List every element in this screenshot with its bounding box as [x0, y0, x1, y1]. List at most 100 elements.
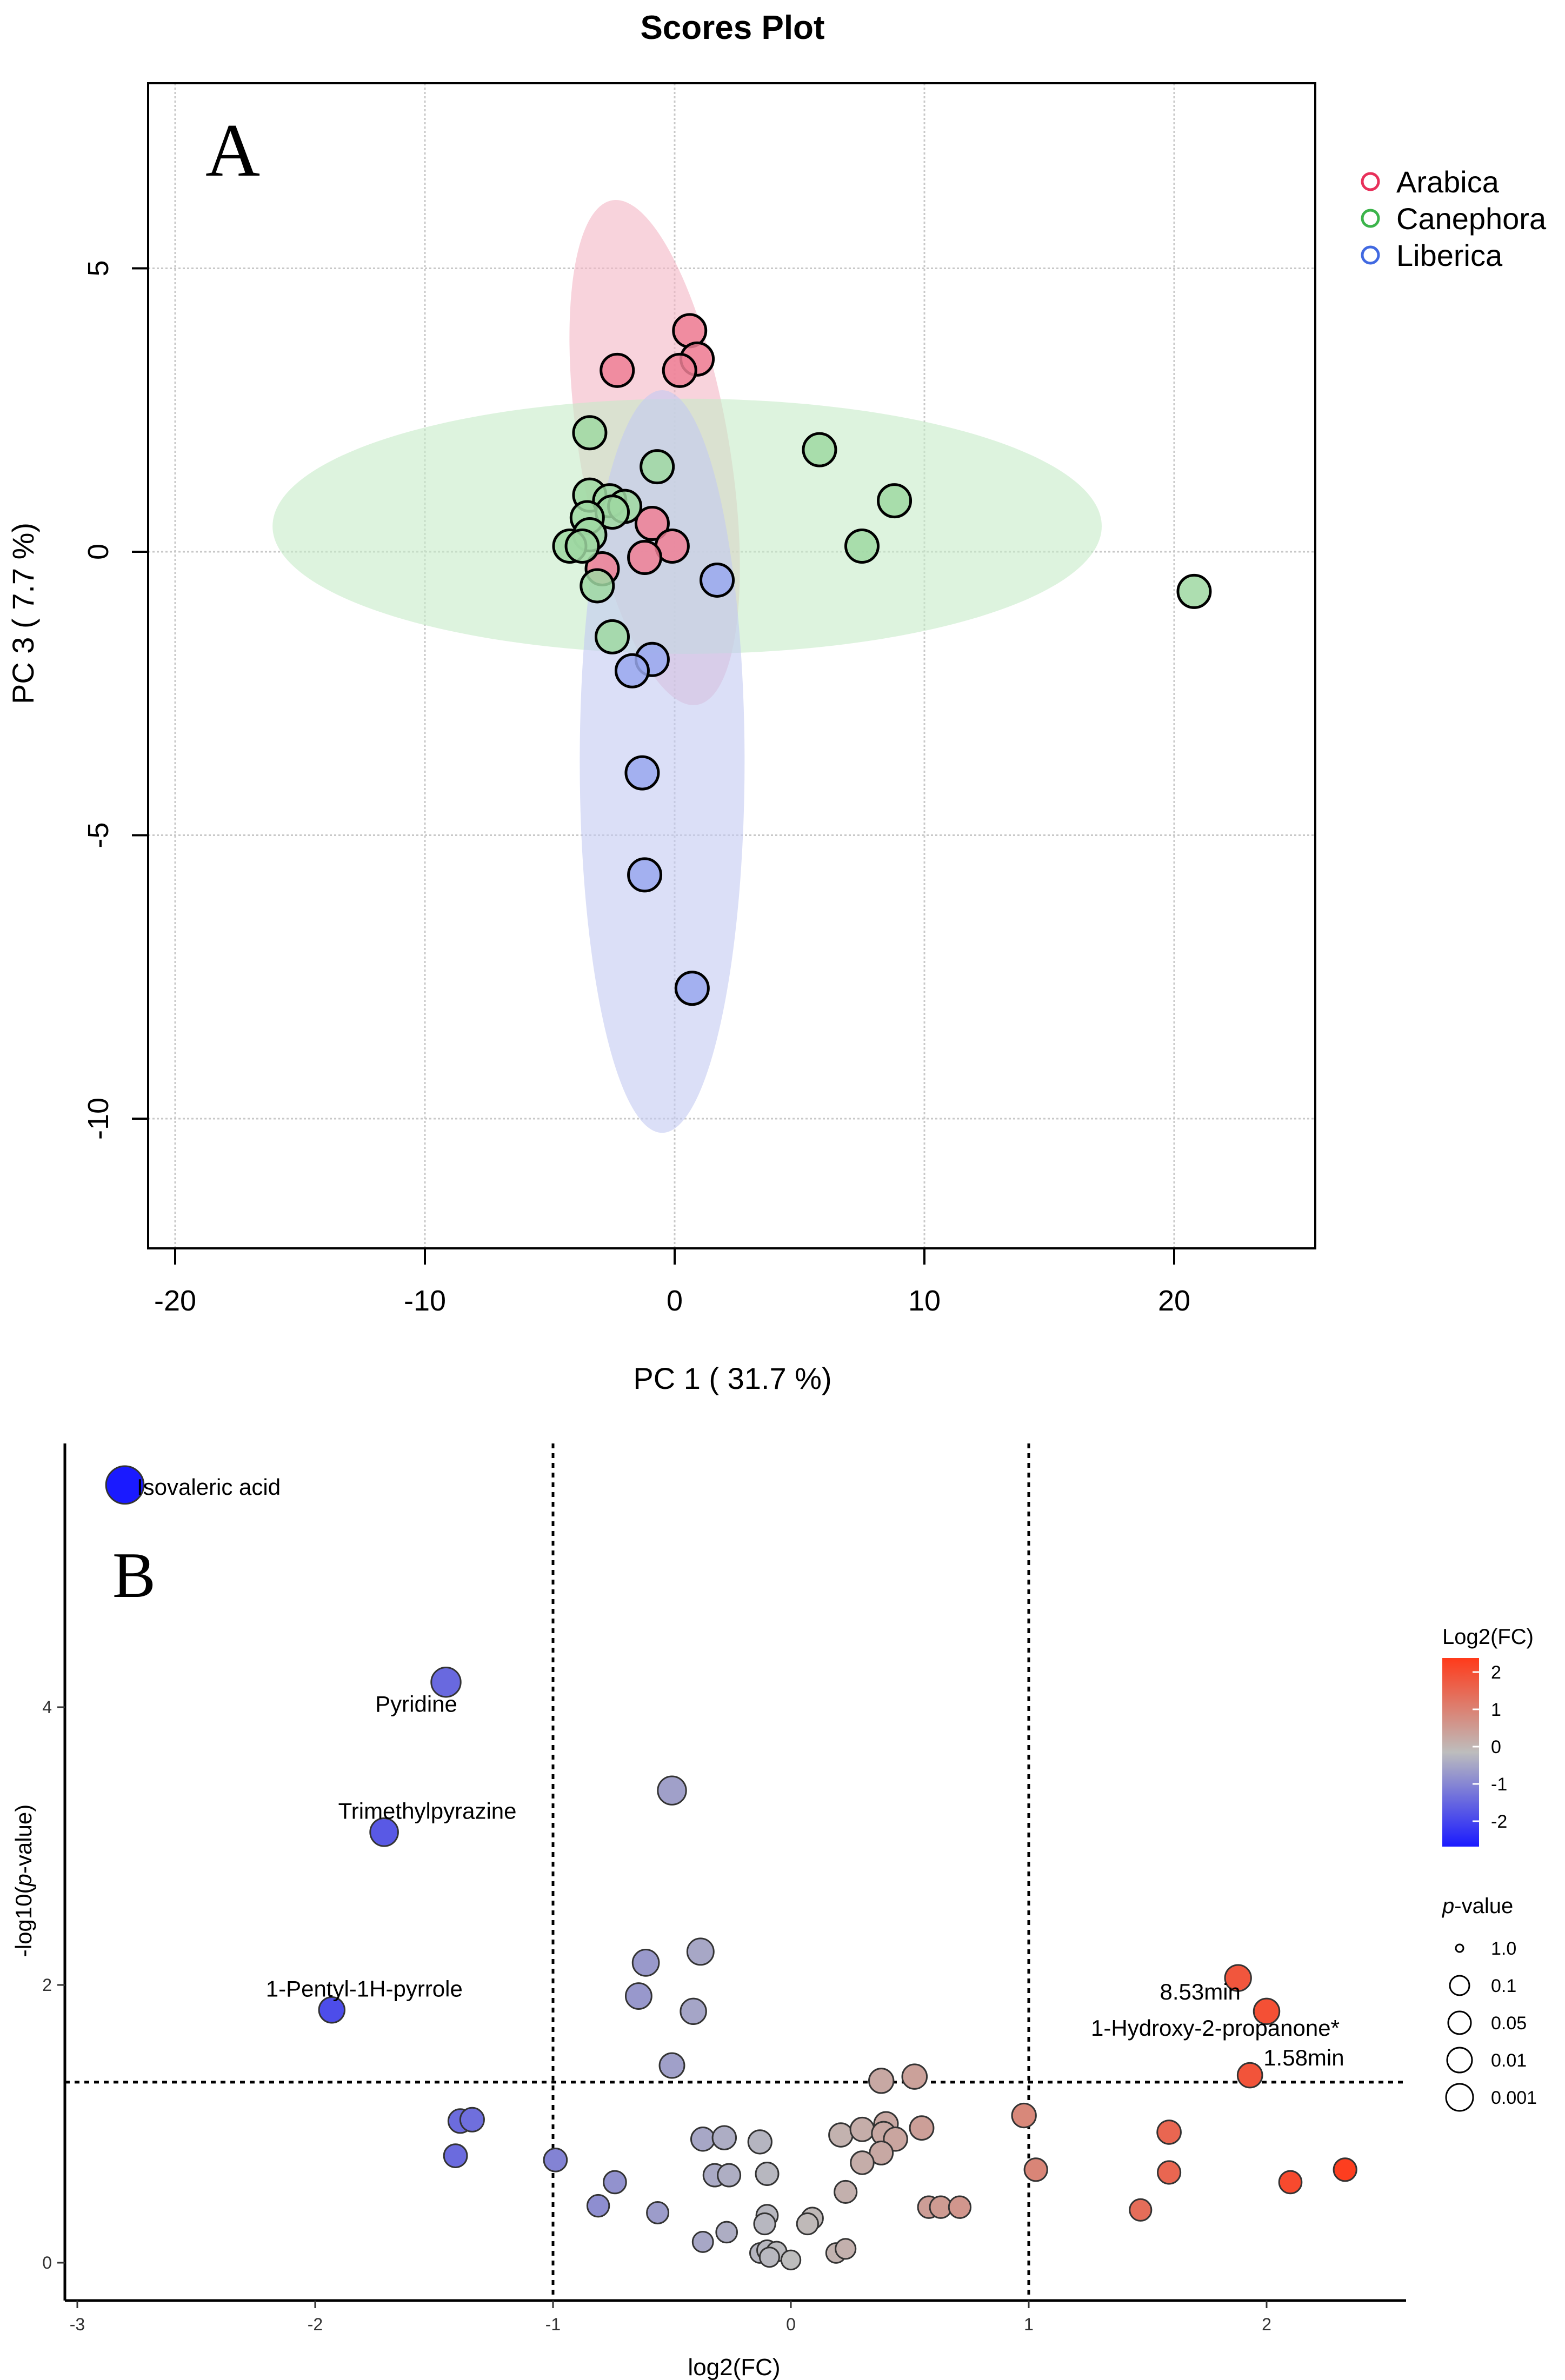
- data-point: [717, 2163, 742, 2188]
- data-point: [834, 2180, 858, 2204]
- data-point: [443, 2143, 468, 2168]
- point-label: 1-Hydroxy-2-propanone*: [1091, 2015, 1340, 2041]
- data-point-liberica: [674, 971, 710, 1006]
- data-point-labeled: [1253, 1997, 1281, 2025]
- plot-frame: [147, 82, 1316, 1249]
- data-point: [909, 2115, 935, 2141]
- volcano-plot: Isovaleric acid Pyridine Trimethylpyrazine…: [11, 1443, 1537, 2380]
- y-tick-label: 0: [82, 544, 115, 560]
- data-point-liberica: [700, 562, 735, 598]
- legend-marker-canephora: [1361, 209, 1380, 228]
- data-point-arabica: [634, 506, 670, 541]
- data-point: [780, 2249, 802, 2271]
- y-tick-label: 0: [42, 2253, 52, 2272]
- x-tick-label: 10: [908, 1285, 941, 1317]
- data-point-liberica: [627, 857, 663, 893]
- color-legend-tick-label: 2: [1491, 1662, 1501, 1683]
- size-legend-marker: [1446, 2047, 1473, 2074]
- color-legend-title: Log2(FC): [1442, 1625, 1534, 1649]
- y-tick-label: 5: [82, 260, 115, 276]
- y-axis-label: -log10(p-value): [11, 1804, 36, 1957]
- data-point-labeled: [318, 1996, 346, 2024]
- data-point: [691, 2231, 714, 2253]
- point-label: 8.53min: [1160, 1979, 1240, 2004]
- y-tick-label: -5: [82, 822, 115, 848]
- size-legend-label: 1.0: [1491, 1938, 1516, 1959]
- legend-marker-arabica: [1361, 172, 1380, 191]
- data-point-labeled: [369, 1817, 399, 1847]
- data-point: [796, 2212, 819, 2236]
- data-point-liberica: [614, 653, 650, 688]
- data-point-arabica: [600, 352, 635, 388]
- data-point-labeled: [1236, 2062, 1263, 2089]
- legend: Log2(FC) 2 1 0 -1 -2 p-value 1.0 0.1 0.05 0.01 0.00…: [1442, 1625, 1537, 2112]
- size-legend-label: 0.05: [1491, 2013, 1527, 2034]
- x-tick-label: -3: [70, 2315, 85, 2334]
- data-point: [753, 2212, 776, 2236]
- point-label: 1.58min: [1263, 2045, 1344, 2070]
- legend-label-liberica: Liberica: [1396, 238, 1503, 272]
- data-point: [657, 1775, 687, 1806]
- scores-plot: Scores Plot -20 -10 0 10 20 5 0 -5 -10 A PC 1 ( …: [6, 9, 1547, 1395]
- x-tick-label: 20: [1158, 1285, 1190, 1317]
- color-legend-tick-label: 0: [1491, 1737, 1501, 1757]
- data-point: [1011, 2102, 1037, 2129]
- y-tick-label: 4: [42, 1697, 52, 1717]
- size-legend-label: 0.001: [1491, 2088, 1537, 2108]
- x-tick-label: 2: [1262, 2315, 1271, 2334]
- data-point: [711, 2125, 737, 2150]
- data-point: [715, 2221, 738, 2244]
- legend-label-canephora: Canephora: [1396, 202, 1547, 236]
- x-tick-label: 0: [786, 2315, 796, 2334]
- data-point-canephora: [580, 568, 615, 604]
- x-axis-label: log2(FC): [688, 2354, 780, 2380]
- point-label: Pyridine: [375, 1692, 457, 1717]
- data-point: [828, 2122, 854, 2148]
- data-point: [624, 1982, 652, 2010]
- y-tick-label: -10: [82, 1098, 115, 1140]
- panel-label-a: A: [205, 109, 260, 192]
- data-point: [680, 1997, 707, 2025]
- point-label: Isovaleric acid: [137, 1474, 281, 1500]
- scores-plot-title: Scores Plot: [640, 9, 824, 46]
- data-point: [1156, 2120, 1182, 2145]
- data-point-canephora: [877, 483, 913, 519]
- color-legend-tick-label: -2: [1491, 1811, 1507, 1832]
- color-legend-bar: [1442, 1658, 1479, 1847]
- data-point: [758, 2247, 780, 2268]
- x-tick-label: -20: [154, 1285, 196, 1317]
- data-point: [1023, 2157, 1048, 2182]
- data-point: [1278, 2170, 1303, 2195]
- size-legend-label: 0.1: [1491, 1976, 1516, 1996]
- data-point: [603, 2170, 627, 2195]
- data-point: [901, 2063, 928, 2090]
- data-point: [646, 2201, 670, 2224]
- x-axis-label: PC 1 ( 31.7 %): [633, 1361, 831, 1395]
- data-point: [543, 2148, 568, 2172]
- x-tick-label: -10: [404, 1285, 446, 1317]
- data-point-canephora: [844, 529, 880, 564]
- data-point: [586, 2194, 610, 2218]
- data-point-canephora: [802, 432, 837, 467]
- x-tick-label: -2: [308, 2315, 323, 2334]
- data-point: [835, 2238, 857, 2260]
- data-point: [459, 2107, 485, 2132]
- size-legend-marker: [1455, 1943, 1464, 1953]
- y-axis-label: PC 3 ( 7.7 %): [6, 523, 40, 704]
- data-point: [1157, 2160, 1182, 2185]
- size-legend-label: 0.01: [1491, 2050, 1527, 2071]
- data-point-canephora: [1176, 573, 1212, 609]
- x-tick-label: -1: [545, 2315, 561, 2334]
- data-point: [850, 2150, 875, 2175]
- color-legend-tick-label: -1: [1491, 1774, 1507, 1795]
- data-point-arabica: [662, 352, 697, 388]
- y-tick-label: 2: [42, 1975, 52, 1995]
- size-legend-title: p-value: [1442, 1894, 1513, 1918]
- data-point-canephora: [640, 449, 675, 485]
- data-point: [747, 2129, 772, 2155]
- x-tick-label: 1: [1024, 2315, 1034, 2334]
- data-point: [868, 2068, 895, 2094]
- size-legend-marker: [1449, 1975, 1470, 1996]
